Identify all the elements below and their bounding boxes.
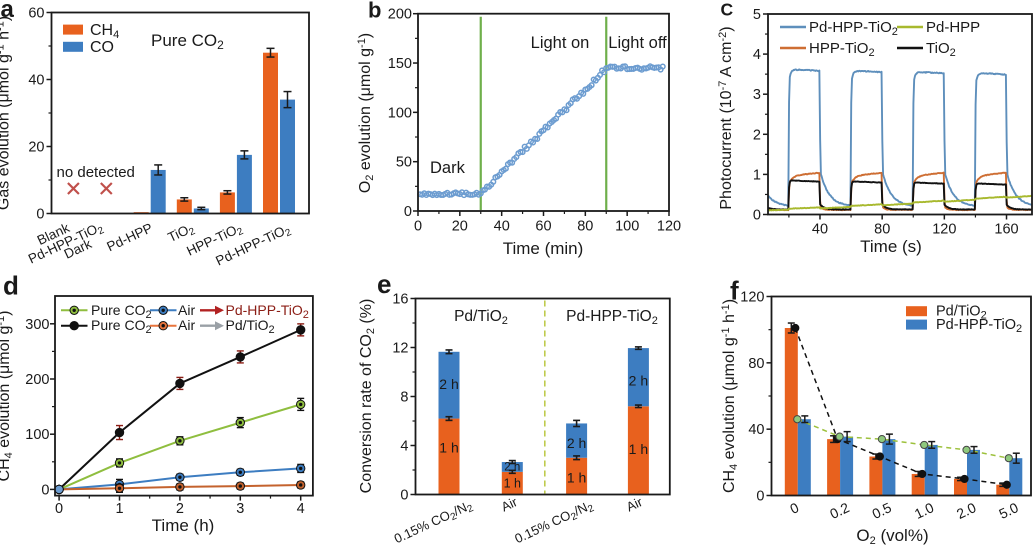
svg-text:O2 (vol%): O2 (vol%) bbox=[856, 526, 928, 546]
svg-text:0: 0 bbox=[55, 501, 63, 517]
svg-text:0: 0 bbox=[400, 488, 408, 504]
svg-text:80: 80 bbox=[874, 222, 890, 238]
svg-text:TiO2​: TiO2​ bbox=[926, 40, 956, 59]
svg-text:e: e bbox=[377, 269, 391, 299]
svg-text:40: 40 bbox=[748, 422, 764, 438]
svg-text:Time (s): Time (s) bbox=[860, 237, 922, 256]
svg-text:1 h: 1 h bbox=[504, 477, 521, 491]
svg-text:CH4 evolution (μmol g-1 h-1): CH4 evolution (μmol g-1 h-1) bbox=[720, 299, 740, 493]
svg-text:2 h: 2 h bbox=[567, 435, 586, 451]
svg-text:40: 40 bbox=[494, 219, 510, 235]
svg-text:Time (h): Time (h) bbox=[152, 516, 215, 535]
svg-text:Pure CO2​: Pure CO2​ bbox=[91, 317, 152, 336]
svg-text:C: C bbox=[721, 0, 734, 20]
svg-text:d: d bbox=[3, 271, 19, 301]
svg-text:120: 120 bbox=[932, 222, 956, 238]
svg-text:4: 4 bbox=[297, 501, 305, 517]
svg-text:4: 4 bbox=[753, 47, 761, 63]
svg-text:16: 16 bbox=[392, 292, 408, 308]
svg-text:2 h: 2 h bbox=[439, 376, 458, 392]
svg-text:150: 150 bbox=[388, 56, 412, 72]
svg-text:1 h: 1 h bbox=[629, 441, 648, 457]
svg-text:b: b bbox=[368, 0, 381, 23]
svg-text:80: 80 bbox=[577, 219, 593, 235]
svg-text:5: 5 bbox=[753, 7, 761, 23]
svg-text:100: 100 bbox=[388, 105, 412, 121]
svg-text:160: 160 bbox=[994, 222, 1018, 238]
svg-text:200: 200 bbox=[25, 372, 49, 388]
svg-text:1: 1 bbox=[115, 501, 123, 517]
svg-text:Air: Air bbox=[178, 302, 195, 318]
svg-text:CO: CO bbox=[90, 39, 114, 56]
svg-text:80: 80 bbox=[748, 356, 764, 372]
svg-text:2 h: 2 h bbox=[629, 373, 648, 389]
svg-text:8: 8 bbox=[400, 390, 408, 406]
svg-text:Air: Air bbox=[499, 494, 520, 515]
svg-text:no detected: no detected bbox=[57, 164, 135, 181]
svg-text:Pd-HPP-TiO2​: Pd-HPP-TiO2​ bbox=[566, 308, 658, 327]
svg-text:3: 3 bbox=[236, 501, 244, 517]
svg-text:0: 0 bbox=[753, 208, 761, 224]
svg-text:Pure CO2​: Pure CO2​ bbox=[151, 31, 224, 52]
svg-text:Light on: Light on bbox=[531, 34, 590, 52]
svg-text:Pure CO2​: Pure CO2​ bbox=[91, 302, 152, 321]
svg-text:300: 300 bbox=[25, 317, 49, 333]
svg-text:20: 20 bbox=[28, 140, 44, 156]
svg-text:20: 20 bbox=[452, 219, 468, 235]
svg-text:120: 120 bbox=[657, 219, 681, 235]
svg-text:O2 evolution (μmol g-1): O2 evolution (μmol g-1) bbox=[356, 33, 376, 193]
svg-text:a: a bbox=[1, 0, 15, 23]
svg-text:Time (min): Time (min) bbox=[503, 239, 584, 258]
svg-text:100: 100 bbox=[25, 427, 49, 443]
svg-text:Photocurrent (10-7 A cm-2): Photocurrent (10-7 A cm-2) bbox=[717, 26, 735, 209]
svg-text:Pd-HPP-TiO2​: Pd-HPP-TiO2​ bbox=[226, 302, 309, 321]
svg-text:60: 60 bbox=[28, 6, 44, 22]
svg-text:200: 200 bbox=[388, 7, 412, 23]
svg-text:f: f bbox=[730, 276, 739, 306]
svg-text:1: 1 bbox=[753, 167, 761, 183]
svg-text:12: 12 bbox=[392, 341, 408, 357]
svg-text:3: 3 bbox=[753, 87, 761, 103]
svg-text:40: 40 bbox=[812, 222, 828, 238]
svg-text:0: 0 bbox=[756, 489, 764, 505]
svg-text:Air: Air bbox=[624, 494, 645, 515]
svg-text:0.2: 0.2 bbox=[827, 499, 852, 522]
svg-text:Conversion rate of CO2 (%): Conversion rate of CO2 (%) bbox=[358, 299, 377, 494]
svg-text:50: 50 bbox=[396, 155, 412, 171]
svg-text:Pd/TiO2​: Pd/TiO2​ bbox=[226, 317, 275, 336]
svg-text:0: 0 bbox=[41, 482, 49, 498]
svg-text:1 h: 1 h bbox=[439, 439, 458, 455]
svg-text:Light off: Light off bbox=[608, 34, 667, 52]
svg-text:40: 40 bbox=[28, 73, 44, 89]
svg-text:0: 0 bbox=[36, 207, 44, 223]
svg-text:2: 2 bbox=[753, 127, 761, 143]
svg-text:0: 0 bbox=[404, 204, 412, 220]
svg-text:HPP-TiO2​: HPP-TiO2​ bbox=[809, 40, 875, 59]
svg-text:Pd/TiO2​: Pd/TiO2​ bbox=[936, 303, 987, 321]
svg-text:0.5: 0.5 bbox=[869, 499, 894, 522]
svg-text:CH4​: CH4​ bbox=[90, 22, 119, 41]
svg-text:2 h: 2 h bbox=[504, 461, 520, 473]
svg-text:4: 4 bbox=[400, 439, 408, 455]
svg-text:2.0: 2.0 bbox=[954, 499, 979, 522]
svg-text:0: 0 bbox=[414, 219, 422, 235]
svg-text:2: 2 bbox=[176, 501, 184, 517]
svg-text:60: 60 bbox=[535, 219, 551, 235]
svg-text:Pd-HPP: Pd-HPP bbox=[926, 19, 980, 36]
svg-text:1.0: 1.0 bbox=[912, 499, 937, 522]
svg-text:1 h: 1 h bbox=[567, 469, 586, 485]
svg-text:Dark: Dark bbox=[430, 159, 466, 177]
svg-text:Pd-HPP-TiO2​: Pd-HPP-TiO2​ bbox=[936, 317, 1022, 335]
svg-text:Pd/TiO2​: Pd/TiO2​ bbox=[454, 308, 508, 327]
svg-text:Air: Air bbox=[178, 317, 195, 333]
svg-text:100: 100 bbox=[615, 219, 639, 235]
svg-text:5.0: 5.0 bbox=[996, 499, 1021, 522]
svg-text:CH4 evolution (μmol g-1): CH4 evolution (μmol g-1) bbox=[0, 311, 15, 482]
svg-text:120: 120 bbox=[740, 290, 764, 306]
svg-text:Gas evolution (μmol g-1 h-1): Gas evolution (μmol g-1 h-1) bbox=[0, 16, 13, 210]
svg-text:Pd-HPP-TiO2​: Pd-HPP-TiO2​ bbox=[809, 19, 898, 38]
